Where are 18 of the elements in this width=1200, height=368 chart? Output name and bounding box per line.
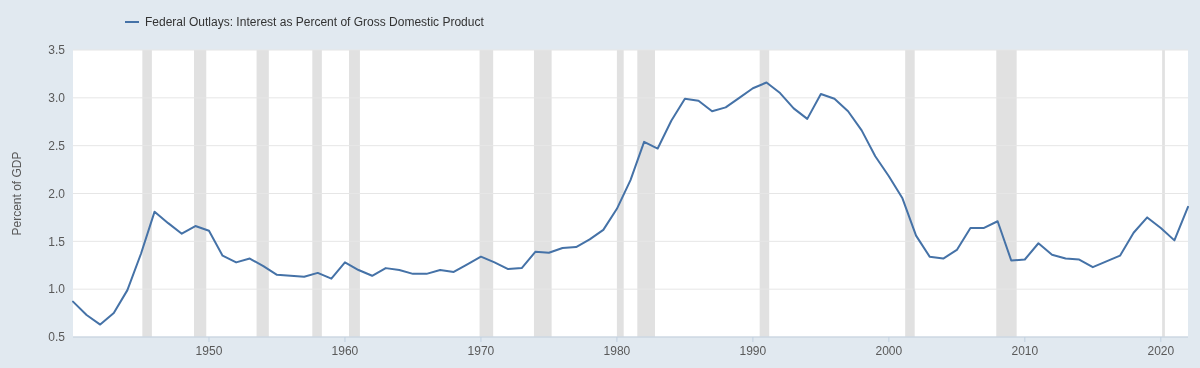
- legend-label: Federal Outlays: Interest as Percent of Gross Domestic Product: [145, 15, 485, 30]
- y-axis-title: Percent of GDP: [10, 151, 24, 236]
- y-tick-label: 3.5: [48, 43, 66, 58]
- x-tick-label: 2000: [875, 344, 903, 358]
- x-tick-label: 1960: [331, 344, 359, 358]
- y-tick-label: 2.0: [48, 186, 66, 201]
- y-tick-label: 2.5: [48, 138, 66, 153]
- y-tick-label: 3.0: [48, 91, 66, 106]
- x-tick-label: 2010: [1011, 344, 1039, 358]
- x-tick-label: 1950: [195, 344, 223, 358]
- line-series: [72, 81, 1189, 326]
- y-tick-label: 1.0: [48, 282, 66, 297]
- x-tick-label: 2020: [1147, 344, 1175, 358]
- x-tick-label: 1980: [603, 344, 631, 358]
- x-tick-label: 1990: [739, 344, 767, 358]
- y-tick-label: 1.5: [48, 234, 66, 249]
- y-tick-label: 0.5: [48, 330, 66, 345]
- x-tick-label: 1970: [467, 344, 495, 358]
